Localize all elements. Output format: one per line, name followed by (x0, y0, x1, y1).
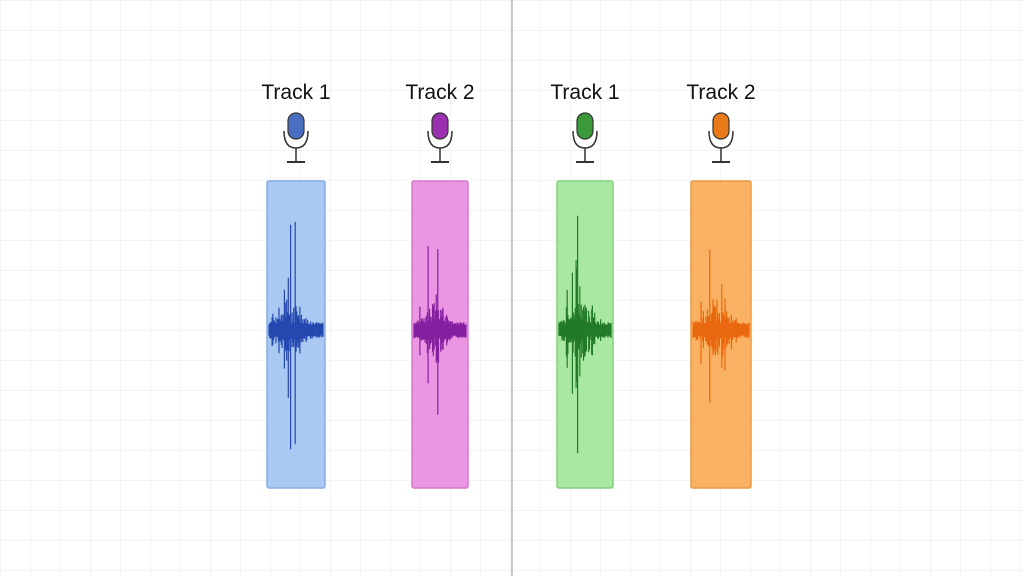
waveform-core (414, 325, 466, 335)
mic-capsule (576, 112, 594, 140)
track-label: Track 1 (550, 81, 619, 104)
mic-capsule (287, 112, 305, 140)
mic-icon (427, 112, 453, 163)
waveform-core (693, 325, 749, 335)
mic-icon (572, 112, 598, 163)
mic-icon (708, 112, 734, 163)
track: Track 2 (686, 81, 756, 489)
track: Track 1 (261, 81, 331, 489)
track-label: Track 2 (405, 81, 474, 104)
mic-capsule (431, 112, 449, 140)
track: Track 2 (405, 81, 475, 489)
track: Track 1 (550, 81, 620, 489)
mic-capsule (712, 112, 730, 140)
waveform-core (269, 325, 323, 335)
mic-icon (283, 112, 309, 163)
waveform-core (559, 325, 611, 335)
track-list: Track 1 Track 2 Track 1 Track 2 (261, 81, 756, 489)
track-label: Track 1 (261, 81, 330, 104)
track-label: Track 2 (686, 81, 755, 104)
